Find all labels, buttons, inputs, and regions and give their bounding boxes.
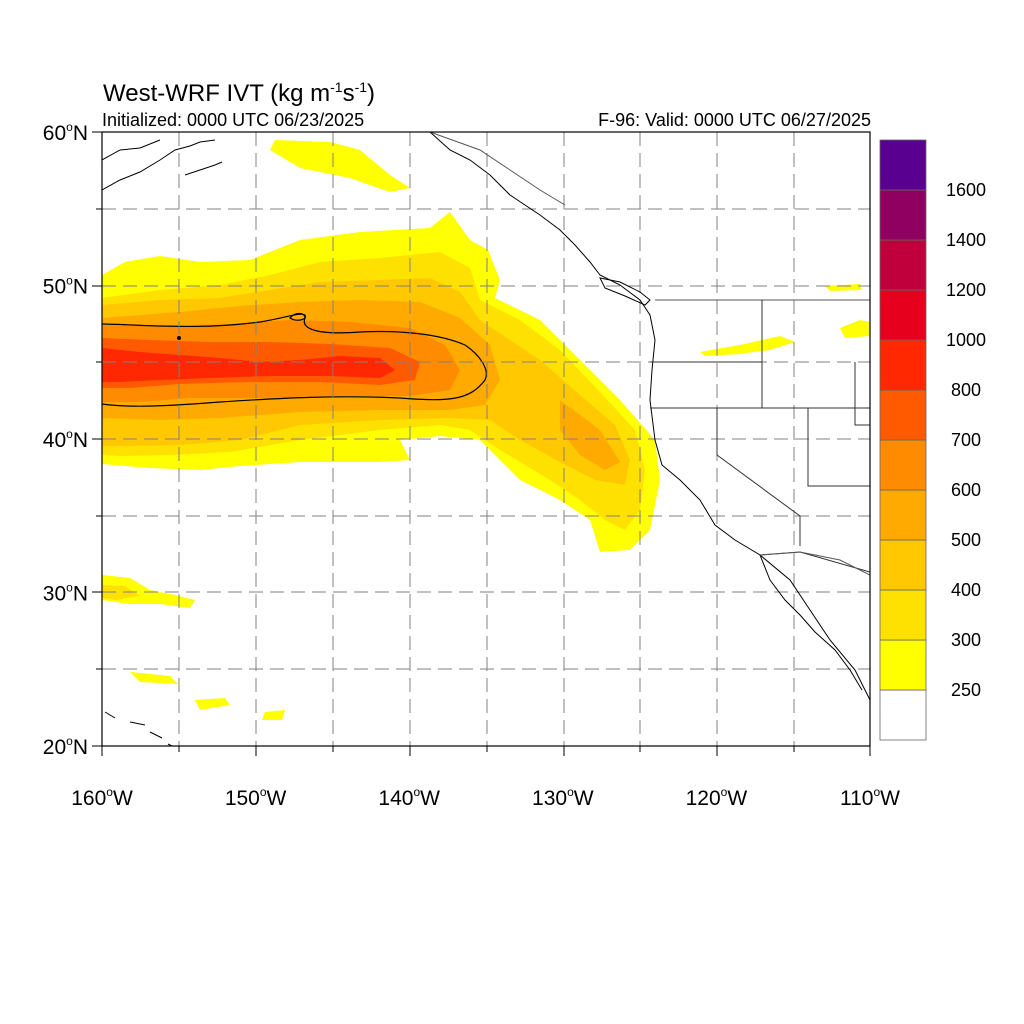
lon-label-160: 160oW bbox=[71, 785, 133, 810]
colorbar-label-1200: 1200 bbox=[946, 280, 986, 300]
colorbar-box-3 bbox=[879, 539, 927, 591]
lat-ticks bbox=[92, 131, 102, 747]
colorbar-box-2 bbox=[879, 589, 927, 641]
lat-lon-grid bbox=[102, 132, 870, 746]
mexico-border bbox=[759, 551, 870, 576]
lon-label-150: 150oW bbox=[225, 785, 287, 810]
colorbar-label-700: 700 bbox=[951, 430, 981, 450]
colorbar-box-0 bbox=[879, 689, 927, 741]
ivt-band-500-tail bbox=[560, 400, 620, 470]
initialized-time-label: Initialized: 0000 UTC 06/23/2025 bbox=[102, 110, 365, 130]
colorbar-label-300: 300 bbox=[951, 630, 981, 650]
valid-time-label: F-96: Valid: 0000 UTC 06/27/2025 bbox=[598, 110, 871, 130]
alaska-panhandle-coast bbox=[429, 132, 870, 701]
lon-label-140: 140oW bbox=[378, 785, 440, 810]
ivt-band-250-patch-f bbox=[130, 672, 178, 684]
ivt-contour-line bbox=[102, 312, 487, 407]
lat-label-40: 40oN bbox=[43, 427, 88, 452]
coastlines bbox=[102, 132, 870, 746]
lon-ticks bbox=[101, 746, 871, 756]
colorbar-label-1000: 1000 bbox=[946, 330, 986, 350]
colorbar-box-4 bbox=[879, 489, 927, 541]
ivt-shading bbox=[102, 140, 870, 720]
ivt-band-250-north bbox=[270, 140, 410, 192]
colorbar-label-500: 500 bbox=[951, 530, 981, 550]
colorbar-box-7 bbox=[879, 339, 927, 391]
colorbar-label-600: 600 bbox=[951, 480, 981, 500]
colorbar-box-11 bbox=[879, 139, 927, 191]
lat-labels: 60oN 50oN 40oN 30oN 20oN bbox=[43, 120, 88, 759]
lon-label-110: 110oW bbox=[840, 785, 900, 810]
baja-coast bbox=[759, 554, 863, 691]
ivt-band-800 bbox=[102, 348, 395, 382]
colorbar-label-400: 400 bbox=[951, 580, 981, 600]
alaska-coast bbox=[102, 139, 216, 191]
colorbar-label-1600: 1600 bbox=[946, 180, 986, 200]
ivt-colorbar: 250 300 400 500 600 700 800 1000 1200 1400 1600 bbox=[879, 139, 986, 741]
lat-label-20: 20oN bbox=[43, 734, 88, 759]
colorbar-box-1 bbox=[879, 639, 927, 691]
colorbar-label-1400: 1400 bbox=[946, 230, 986, 250]
colorbar-label-250: 250 bbox=[951, 680, 981, 700]
lon-label-130: 130oW bbox=[532, 785, 594, 810]
lon-label-120: 120oW bbox=[686, 785, 748, 810]
map-title: West-WRF IVT (kg m-1s-1) bbox=[103, 79, 376, 107]
aleutian-islands bbox=[184, 161, 223, 176]
lat-label-60: 60oN bbox=[43, 120, 88, 145]
colorbar-box-5 bbox=[879, 439, 927, 491]
ivt-band-250-patch-c bbox=[700, 336, 795, 356]
ivt-band-300-patch bbox=[102, 585, 140, 600]
ivt-band-250-patch-g bbox=[262, 710, 285, 720]
lat-label-30: 30oN bbox=[43, 581, 88, 606]
vancouver-island bbox=[599, 277, 651, 306]
lat-label-50: 50oN bbox=[43, 274, 88, 299]
state-lines bbox=[650, 300, 870, 573]
colorbar-label-800: 800 bbox=[951, 380, 981, 400]
lon-labels: 160oW 150oW 140oW 130oW 120oW 110oW bbox=[71, 785, 900, 810]
colorbar-box-6 bbox=[879, 389, 927, 441]
ivt-band-250-patch-e bbox=[825, 284, 862, 291]
colorbar-box-9 bbox=[879, 239, 927, 291]
contour-dot bbox=[177, 336, 181, 340]
colorbar-box-10 bbox=[879, 189, 927, 241]
hawaii-islands bbox=[104, 711, 173, 746]
alaska-canada-border bbox=[429, 132, 566, 206]
colorbar-box-8 bbox=[879, 289, 927, 341]
ivt-band-250-patch-d bbox=[840, 320, 870, 338]
ivt-band-250-patch-b bbox=[195, 698, 230, 710]
